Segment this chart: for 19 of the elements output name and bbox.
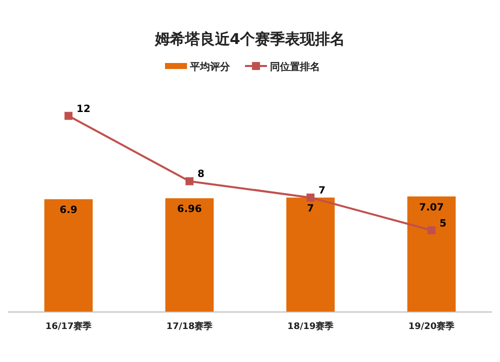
data-label: 5: [440, 218, 446, 230]
point: [306, 194, 314, 202]
data-label: 7: [307, 204, 314, 215]
point: [428, 226, 436, 234]
point: [64, 112, 72, 120]
data-label: 7.07: [419, 202, 444, 214]
point: [186, 177, 194, 186]
legend-label: 同位置排名: [270, 61, 320, 73]
chart-title: 姆希塔良近4个赛季表现排名: [154, 30, 346, 48]
x-tick-label: 17/18赛季: [166, 321, 214, 332]
data-label: 12: [76, 104, 90, 115]
x-tick-label: 19/20赛季: [408, 321, 456, 332]
data-label: 6.96: [177, 204, 202, 216]
x-tick-label: 18/19赛季: [287, 321, 335, 332]
data-label: 6.9: [60, 205, 78, 216]
legend-label: 平均评分: [189, 61, 231, 73]
data-label: 8: [198, 169, 204, 180]
data-label: 7: [318, 186, 326, 197]
x-tick-label: 16/17赛季: [45, 321, 93, 332]
